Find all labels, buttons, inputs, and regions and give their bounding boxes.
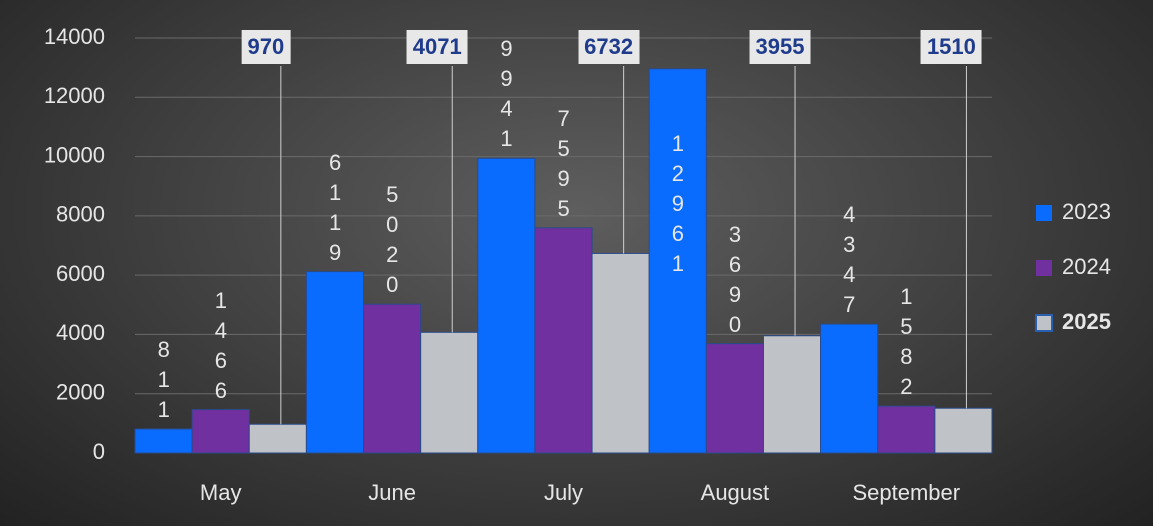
data-label: 970 — [241, 30, 291, 64]
y-tick-label: 12000 — [44, 83, 105, 108]
x-tick-label: August — [701, 480, 770, 505]
legend-swatch — [1035, 314, 1053, 332]
data-label: 9941 — [500, 36, 513, 152]
data-label: 6119 — [328, 149, 342, 265]
y-tick-label: 2000 — [56, 380, 105, 405]
y-tick-label: 8000 — [56, 202, 105, 227]
x-tick-label: July — [544, 480, 583, 505]
bar — [477, 157, 536, 454]
bar — [248, 423, 307, 454]
legend-swatch — [1036, 205, 1052, 221]
bar — [762, 335, 822, 454]
bar — [363, 303, 422, 454]
data-label: 3690 — [728, 221, 742, 337]
bar — [420, 331, 479, 454]
bar — [191, 409, 250, 454]
x-tick-label: June — [368, 480, 416, 505]
y-tick-label: 6000 — [56, 261, 105, 286]
bar — [305, 271, 365, 454]
bar — [820, 323, 879, 454]
data-label: 7595 — [557, 105, 570, 221]
bar — [877, 405, 936, 454]
data-label: 5020 — [386, 182, 399, 298]
x-tick-label: September — [852, 480, 960, 505]
legend-label: 2025 — [1062, 309, 1111, 334]
bar — [534, 227, 593, 454]
bar — [134, 428, 193, 454]
bar — [934, 407, 993, 454]
x-tick-label: May — [200, 480, 242, 505]
bar — [591, 252, 650, 454]
bar — [648, 68, 707, 454]
bar — [705, 343, 764, 454]
data-label: 1466 — [214, 287, 227, 403]
data-label: 4071 — [406, 30, 468, 64]
legend-label: 2024 — [1062, 254, 1111, 279]
data-label: 6732 — [578, 30, 640, 64]
legend-label: 2023 — [1062, 199, 1111, 224]
legend-swatch — [1036, 260, 1052, 276]
y-tick-label: 4000 — [56, 320, 105, 345]
y-tick-label: 14000 — [44, 24, 105, 49]
data-label: 1510 — [920, 30, 982, 64]
data-label: 12961 — [671, 130, 685, 276]
y-tick-label: 10000 — [44, 142, 105, 167]
data-label: 3955 — [749, 30, 811, 64]
data-label: 4347 — [843, 202, 856, 318]
y-tick-label: 0 — [93, 439, 105, 464]
data-label: 1582 — [900, 284, 913, 400]
data-label: 811 — [157, 336, 170, 422]
